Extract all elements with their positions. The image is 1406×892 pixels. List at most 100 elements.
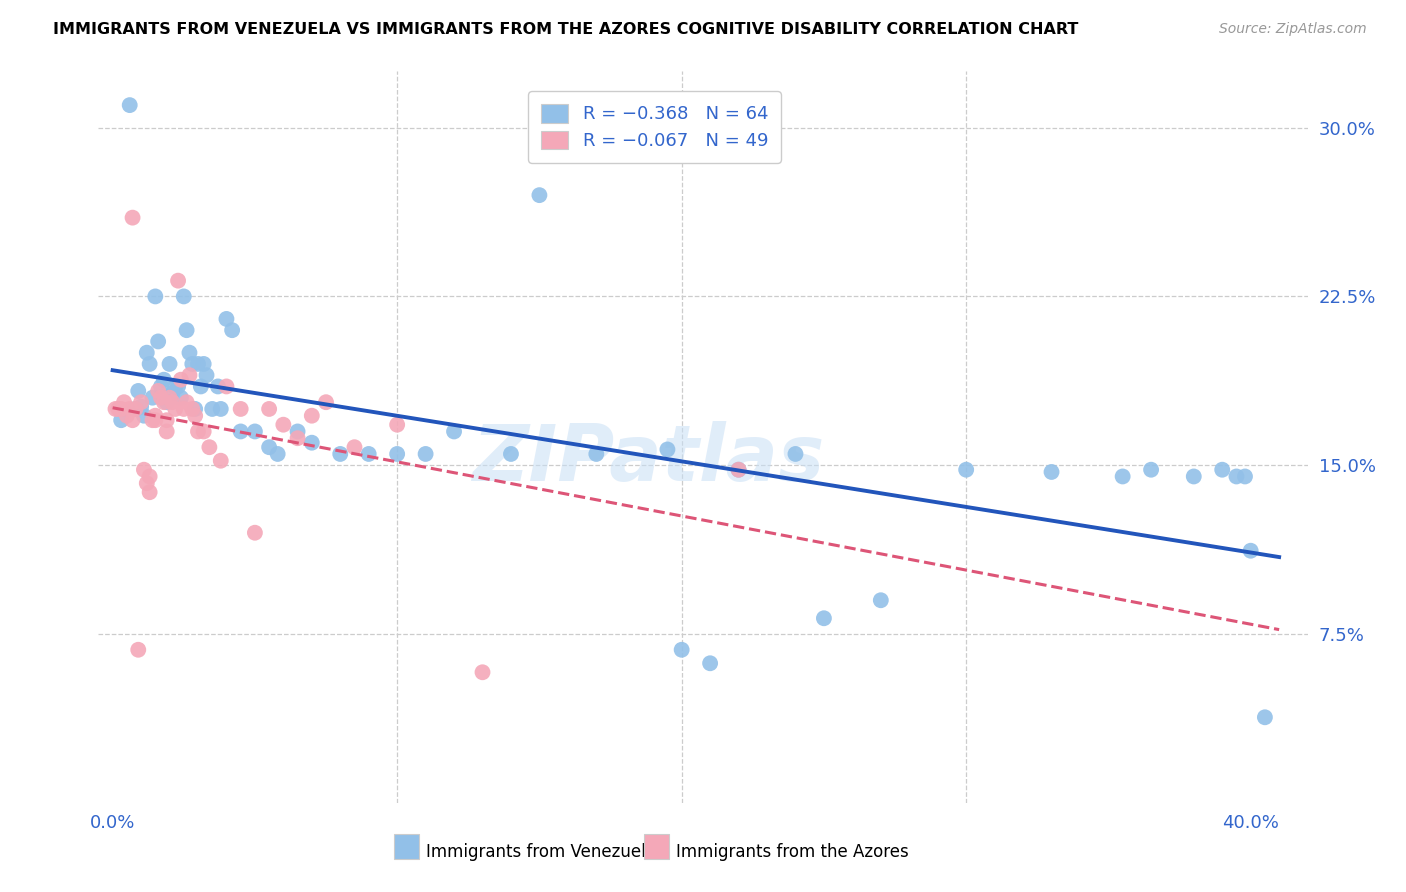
Point bbox=[127, 642, 149, 657]
Point bbox=[112, 395, 135, 409]
Point bbox=[471, 665, 494, 680]
Point bbox=[529, 188, 551, 202]
Point bbox=[153, 373, 176, 387]
Point bbox=[187, 425, 209, 439]
Point bbox=[165, 401, 187, 416]
Point bbox=[184, 409, 207, 423]
Point bbox=[343, 440, 366, 454]
Point bbox=[207, 379, 229, 393]
Point bbox=[146, 334, 169, 349]
Point bbox=[195, 368, 218, 383]
Point bbox=[329, 447, 352, 461]
Point bbox=[273, 417, 295, 432]
Point bbox=[585, 447, 607, 461]
Point bbox=[110, 401, 132, 416]
Point bbox=[110, 413, 132, 427]
Point bbox=[1240, 543, 1263, 558]
Point bbox=[143, 413, 166, 427]
Point bbox=[1254, 710, 1277, 724]
Point bbox=[107, 401, 129, 416]
Point bbox=[138, 469, 160, 483]
Legend: R = −0.368   N = 64, R = −0.067   N = 49: R = −0.368 N = 64, R = −0.067 N = 49 bbox=[529, 91, 780, 162]
Point bbox=[287, 431, 309, 445]
Point bbox=[135, 345, 157, 359]
Point bbox=[301, 435, 323, 450]
Point bbox=[167, 379, 190, 393]
Point bbox=[257, 401, 280, 416]
Point bbox=[229, 401, 252, 416]
Point bbox=[243, 425, 266, 439]
Point bbox=[869, 593, 891, 607]
Point bbox=[184, 401, 207, 416]
Point bbox=[955, 463, 977, 477]
Point bbox=[162, 395, 184, 409]
Point bbox=[141, 413, 163, 427]
Point bbox=[201, 401, 224, 416]
Point bbox=[143, 409, 166, 423]
Point bbox=[143, 289, 166, 303]
Point bbox=[176, 395, 198, 409]
Point bbox=[146, 384, 169, 398]
Point bbox=[257, 440, 280, 454]
Point bbox=[499, 447, 522, 461]
Point bbox=[170, 373, 193, 387]
Point bbox=[124, 401, 146, 416]
Point bbox=[243, 525, 266, 540]
Point bbox=[167, 274, 190, 288]
Point bbox=[170, 391, 193, 405]
Point bbox=[657, 442, 679, 457]
Point bbox=[315, 395, 337, 409]
Point bbox=[159, 391, 181, 405]
Point bbox=[813, 611, 835, 625]
Point bbox=[138, 485, 160, 500]
Text: IMMIGRANTS FROM VENEZUELA VS IMMIGRANTS FROM THE AZORES COGNITIVE DISABILITY COR: IMMIGRANTS FROM VENEZUELA VS IMMIGRANTS … bbox=[53, 22, 1078, 37]
Point bbox=[150, 379, 173, 393]
Point bbox=[118, 98, 141, 112]
Point bbox=[179, 345, 201, 359]
Point bbox=[141, 391, 163, 405]
Point bbox=[156, 395, 179, 409]
Point bbox=[1211, 463, 1233, 477]
Text: ZIPatlas: ZIPatlas bbox=[472, 421, 825, 497]
Text: Source: ZipAtlas.com: Source: ZipAtlas.com bbox=[1219, 22, 1367, 37]
Point bbox=[132, 409, 155, 423]
Point bbox=[1225, 469, 1247, 483]
Text: Immigrants from Venezuela: Immigrants from Venezuela bbox=[426, 843, 655, 861]
Point bbox=[156, 425, 179, 439]
Point bbox=[121, 211, 143, 225]
Point bbox=[121, 413, 143, 427]
Point bbox=[1111, 469, 1133, 483]
Point bbox=[198, 440, 221, 454]
Point bbox=[727, 463, 749, 477]
Point bbox=[385, 447, 408, 461]
Point bbox=[1040, 465, 1063, 479]
Point bbox=[415, 447, 437, 461]
Point bbox=[153, 395, 176, 409]
Text: Immigrants from the Azores: Immigrants from the Azores bbox=[676, 843, 910, 861]
Point bbox=[165, 379, 187, 393]
Point bbox=[215, 379, 238, 393]
Point bbox=[357, 447, 380, 461]
Point bbox=[118, 401, 141, 416]
Point bbox=[150, 391, 173, 405]
Point bbox=[127, 384, 149, 398]
Point bbox=[1233, 469, 1256, 483]
Point bbox=[1182, 469, 1205, 483]
Point bbox=[138, 357, 160, 371]
Point bbox=[181, 401, 204, 416]
Point bbox=[287, 425, 309, 439]
Point bbox=[443, 425, 465, 439]
Point bbox=[229, 425, 252, 439]
Point bbox=[266, 447, 288, 461]
Point bbox=[671, 642, 693, 657]
Point bbox=[221, 323, 243, 337]
Point bbox=[1140, 463, 1163, 477]
Point bbox=[162, 386, 184, 401]
Point bbox=[181, 357, 204, 371]
Point bbox=[115, 409, 138, 423]
Point bbox=[785, 447, 807, 461]
Point bbox=[176, 323, 198, 337]
Point bbox=[209, 453, 232, 467]
Point bbox=[727, 463, 749, 477]
Point bbox=[215, 312, 238, 326]
